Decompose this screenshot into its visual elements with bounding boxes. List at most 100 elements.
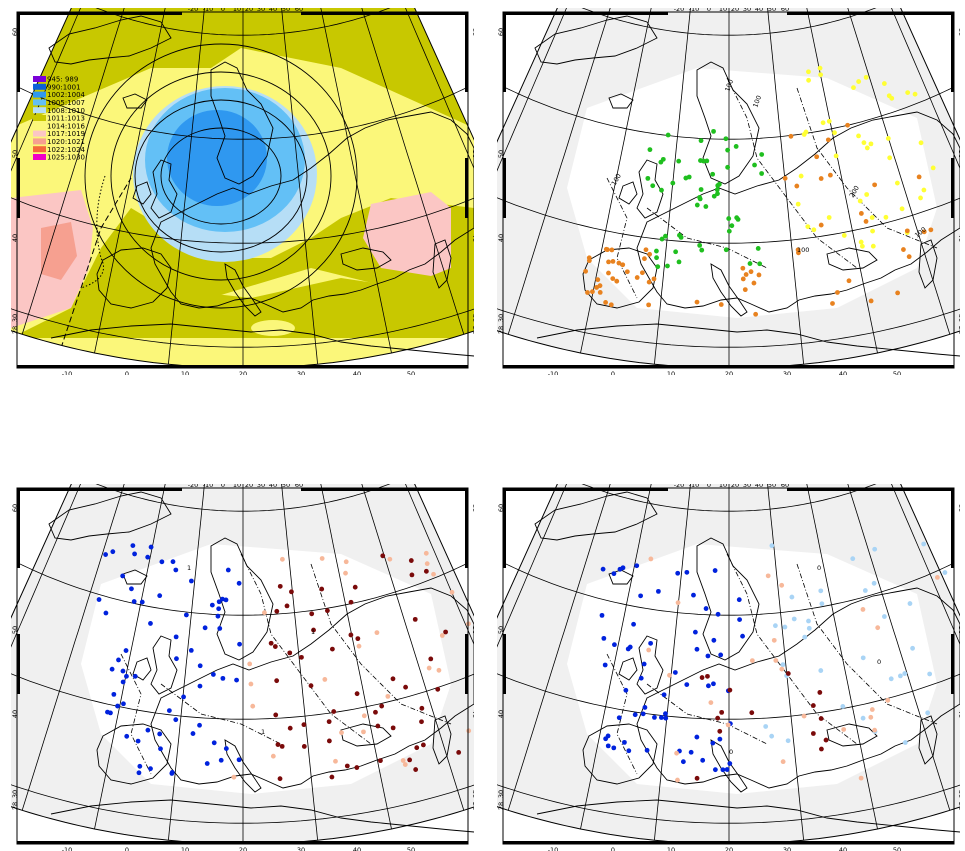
station-dot xyxy=(600,566,606,572)
station-dot xyxy=(825,137,831,143)
frame-bottom-bar xyxy=(503,365,954,368)
station-dot xyxy=(676,158,682,164)
station-dot xyxy=(710,171,716,177)
coastline xyxy=(710,739,748,793)
station-dot xyxy=(785,671,791,676)
bottom-tick-label: 50 xyxy=(893,846,901,851)
station-dot xyxy=(197,683,203,689)
station-dot xyxy=(329,646,335,652)
station-dot xyxy=(400,758,406,763)
coastline xyxy=(826,247,878,271)
station-dot xyxy=(311,627,316,633)
station-dot xyxy=(435,686,441,692)
station-dot xyxy=(390,676,396,682)
coastlines xyxy=(48,15,474,357)
station-dot xyxy=(806,618,811,624)
station-dot xyxy=(145,727,151,733)
meridian-line xyxy=(847,8,951,335)
station-dot xyxy=(409,572,415,578)
legend-swatch xyxy=(33,154,46,160)
station-dot xyxy=(301,722,307,728)
station-dot xyxy=(466,728,472,734)
station-dot xyxy=(659,187,664,193)
station-dot xyxy=(215,613,221,619)
station-dot xyxy=(647,251,653,257)
frame-bottom-bar xyxy=(503,841,954,844)
bottom-tick-label: 30 xyxy=(783,846,791,851)
station-dot xyxy=(818,716,824,721)
coastline xyxy=(150,635,178,695)
station-dot xyxy=(131,599,137,604)
frame-right-bar xyxy=(951,488,954,568)
bottom-tick-label: 20 xyxy=(239,370,247,375)
station-dot xyxy=(795,201,801,207)
station-dot xyxy=(272,644,278,649)
station-dot xyxy=(885,136,891,141)
fan-outline xyxy=(497,484,960,845)
panel-station-map-top-right: 100 200 100 100 100 100 -10 0 10 20 30 40 50 -20 -10 0 1… xyxy=(497,8,960,375)
meridian-line xyxy=(405,484,474,646)
station-dot xyxy=(216,606,222,612)
station-dot xyxy=(723,136,729,142)
legend-label: 1017:1019 xyxy=(47,130,85,138)
station-dot xyxy=(157,593,163,599)
station-dot xyxy=(423,550,429,556)
station-dot xyxy=(403,684,408,690)
bottom-tick-label: 40 xyxy=(839,846,847,851)
station-dot xyxy=(665,263,670,269)
station-dot xyxy=(725,147,731,153)
station-dot xyxy=(169,771,175,776)
station-dot xyxy=(823,737,829,743)
top-tick-label: -20 xyxy=(188,8,199,13)
contour-line xyxy=(120,653,152,775)
top-tick-label: -20 xyxy=(674,484,685,489)
station-dot xyxy=(667,672,672,678)
station-dot xyxy=(279,743,285,749)
bottom-tick-label: 10 xyxy=(181,846,189,851)
station-dot xyxy=(888,676,894,682)
meridian-line xyxy=(281,484,318,841)
station-dot xyxy=(309,611,315,617)
frame-top-bar-left xyxy=(503,12,668,15)
station-dot xyxy=(120,573,126,579)
station-dot xyxy=(818,176,824,181)
left-tick-label: 30 xyxy=(497,790,505,798)
station-dot xyxy=(818,588,824,594)
station-dot xyxy=(881,614,887,619)
station-dot xyxy=(826,118,832,124)
coastline xyxy=(534,491,658,541)
axis-labels: -10 0 10 20 30 40 50 -20 -10 0 10 20 30 40 50 60 60 50 40 3… xyxy=(11,484,474,851)
station-dot xyxy=(595,277,601,283)
station-dot xyxy=(611,745,617,751)
dashed-isobar xyxy=(60,177,132,349)
station-dot xyxy=(197,722,202,728)
station-dot xyxy=(860,607,866,612)
left-tick-label: 60 xyxy=(11,28,19,36)
frame-left-bar-2 xyxy=(17,634,20,694)
station-dot xyxy=(237,641,242,647)
contour-label: 100 xyxy=(751,94,763,108)
coastline xyxy=(636,111,960,313)
station-dot xyxy=(103,552,109,557)
coastline xyxy=(132,181,152,205)
station-dot xyxy=(599,612,605,618)
legend-label: 1011:1013 xyxy=(47,115,85,123)
station-dot xyxy=(698,138,704,144)
contour-line xyxy=(726,553,858,745)
parallel-line xyxy=(497,197,960,244)
station-dot xyxy=(928,227,934,233)
station-dot xyxy=(387,556,393,562)
station-dot xyxy=(759,171,765,176)
frame-left-bar xyxy=(503,488,506,568)
pressure-band-1011-south xyxy=(11,278,474,338)
station-dot xyxy=(623,687,629,693)
left-tick-label: 50 xyxy=(497,150,505,158)
station-dot xyxy=(439,633,445,638)
station-dot xyxy=(355,636,361,642)
left-tick-label: 50 xyxy=(497,626,505,634)
frame-left-bar-2 xyxy=(503,158,506,218)
legend-label: 1022:1024 xyxy=(47,146,86,154)
station-dot xyxy=(632,712,638,718)
top-tick-label: -10 xyxy=(203,8,214,13)
station-dot xyxy=(711,128,716,134)
